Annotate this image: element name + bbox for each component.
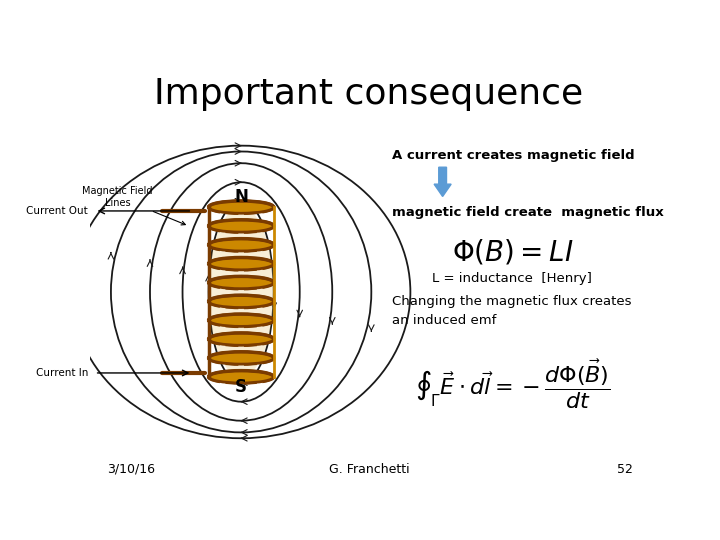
Ellipse shape — [209, 314, 274, 326]
Text: Changing the magnetic flux creates
an induced emf: Changing the magnetic flux creates an in… — [392, 295, 631, 327]
Ellipse shape — [209, 370, 274, 383]
Text: Magnetic Field
Lines: Magnetic Field Lines — [82, 186, 185, 225]
Text: magnetic field create  magnetic flux: magnetic field create magnetic flux — [392, 206, 664, 219]
Ellipse shape — [209, 295, 274, 308]
Ellipse shape — [209, 276, 274, 289]
Ellipse shape — [209, 201, 274, 213]
Text: S: S — [235, 378, 247, 396]
Text: N: N — [234, 188, 248, 206]
Text: G. Franchetti: G. Franchetti — [329, 463, 409, 476]
Text: Important consequence: Important consequence — [154, 77, 584, 111]
Text: Current Out: Current Out — [27, 206, 88, 216]
Ellipse shape — [209, 352, 274, 364]
Ellipse shape — [209, 207, 274, 377]
Text: Current In: Current In — [36, 368, 88, 378]
Text: L = inductance  [Henry]: L = inductance [Henry] — [433, 272, 593, 285]
FancyArrow shape — [434, 167, 451, 197]
Ellipse shape — [209, 220, 274, 232]
Text: $\oint_{\Gamma} \vec{E} \cdot d\vec{l} = -\dfrac{d\Phi(\vec{B})}{dt}$: $\oint_{\Gamma} \vec{E} \cdot d\vec{l} =… — [415, 358, 610, 411]
Text: A current creates magnetic field: A current creates magnetic field — [392, 149, 635, 162]
Text: 52: 52 — [616, 463, 632, 476]
Text: $\Phi(B) = LI$: $\Phi(B) = LI$ — [451, 238, 573, 266]
Ellipse shape — [209, 333, 274, 345]
Text: 3/10/16: 3/10/16 — [107, 463, 155, 476]
Ellipse shape — [209, 258, 274, 270]
Ellipse shape — [209, 239, 274, 251]
